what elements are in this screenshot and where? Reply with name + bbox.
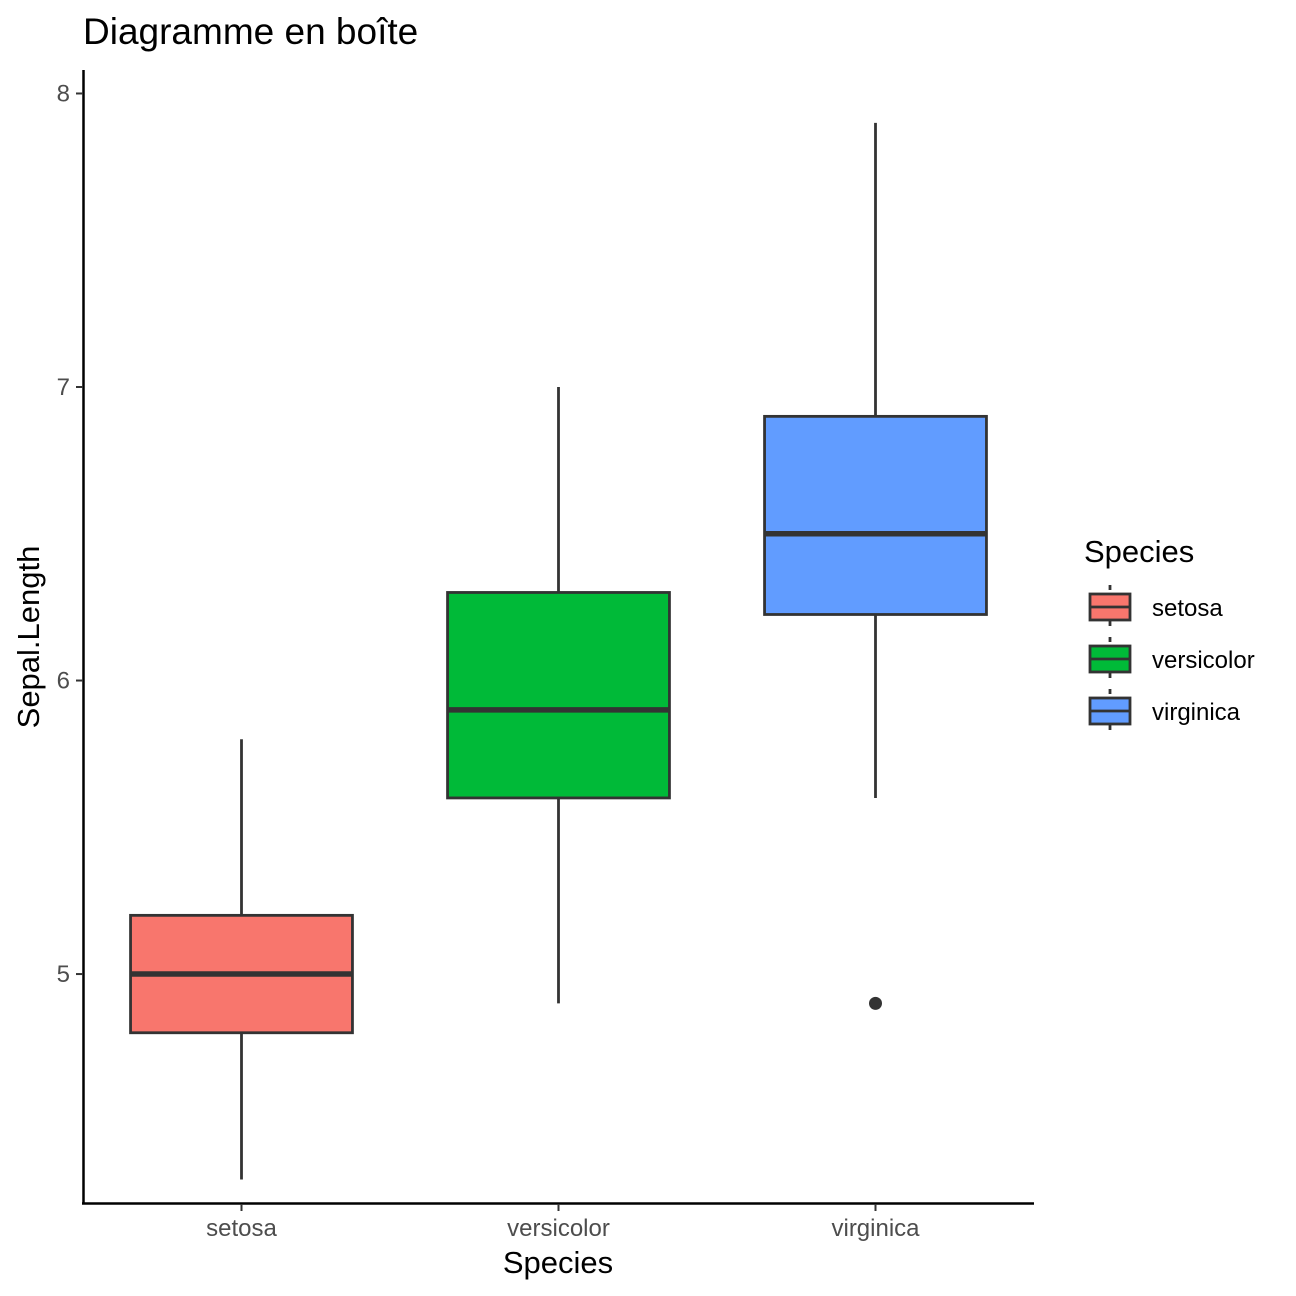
legend-label: virginica [1152,699,1241,726]
legend-item-versicolor: versicolor [1088,637,1255,681]
y-tick-label: 6 [57,668,70,695]
chart-title: Diagramme en boîte [83,11,418,52]
x-axis-title: Species [503,1245,613,1280]
legend-item-virginica: virginica [1088,689,1241,733]
x-axis-ticks: setosa versicolor virginica [206,1204,920,1242]
box-virginica [763,122,988,1010]
legend-item-setosa: setosa [1088,585,1223,629]
legend-title: Species [1084,534,1194,569]
legend: Species setosa versicolor virginica [1084,534,1255,733]
x-tick-label: virginica [831,1215,920,1242]
y-axis-ticks: 5 6 7 8 [57,80,83,988]
y-axis-title: Sepal.Length [11,546,46,729]
y-tick-label: 7 [57,374,70,401]
x-tick-label: versicolor [507,1215,610,1242]
legend-label: versicolor [1152,647,1255,674]
box-setosa [129,739,354,1180]
box-iqr [446,591,671,800]
outlier-point [869,996,882,1010]
box-iqr [763,414,988,616]
plot-area [129,122,988,1180]
box-versicolor [446,387,671,1004]
y-tick-label: 8 [57,80,70,107]
legend-label: setosa [1152,595,1223,622]
x-tick-label: setosa [206,1215,277,1242]
y-tick-label: 5 [57,961,70,988]
legend-items: setosa versicolor virginica [1088,585,1255,733]
